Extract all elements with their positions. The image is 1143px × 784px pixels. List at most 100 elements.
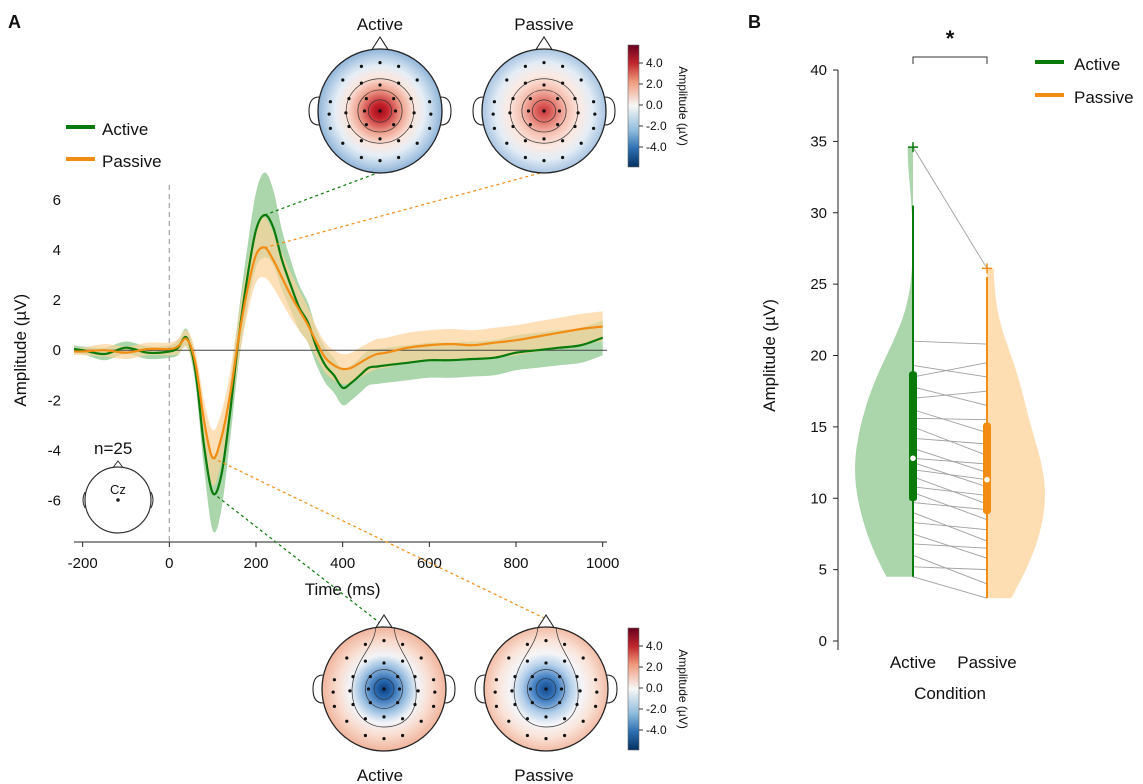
topomap-electrode (428, 100, 432, 104)
colorbar-label-top: Amplitude (µV) (676, 66, 690, 146)
topomap-electrode (491, 112, 495, 116)
topomap-electrode (595, 690, 599, 694)
topomap-contour (509, 78, 579, 144)
y-tick-label: 4 (53, 242, 61, 259)
topomap-ear-right (606, 674, 618, 704)
topomap-title-top-active: Active (357, 15, 403, 34)
colorbar-tick-label: 0.0 (646, 98, 663, 112)
topomap-electrode (332, 678, 336, 682)
topomap-electrode (523, 81, 528, 85)
topomap-electrode (594, 704, 598, 708)
topomap-electrode (492, 126, 496, 130)
violin-y-tick-label: 0 (819, 633, 827, 650)
outlier-marker-active (908, 142, 918, 153)
topomap-electrode (392, 97, 396, 101)
violin-active (855, 147, 913, 577)
topomap-contour (513, 626, 579, 728)
topomap-electrode (511, 124, 515, 129)
topomap-electrode (558, 675, 562, 679)
paired-line (912, 566, 988, 571)
colorbar-bottom: 4.0 2.0 0.0 -2.0 -4.0 Amplitude (µV) (627, 627, 690, 751)
colorbar-tick-label: 4.0 (646, 56, 663, 70)
paired-line (912, 390, 988, 399)
x-tick-label: 800 (503, 555, 528, 572)
topomap-electrode (558, 701, 562, 705)
topomap-electrode (493, 690, 497, 694)
legend-erp: Active Passive (66, 120, 162, 171)
topomap-electrode (542, 61, 546, 65)
topomap-electrode (332, 704, 336, 708)
colorbar-tick-label: 4.0 (646, 639, 663, 653)
topomap-electrode (505, 141, 509, 145)
y-tick-label: -2 (48, 392, 61, 409)
topomap-electrode (413, 702, 417, 707)
violin-y-tick-label: 40 (810, 62, 827, 79)
topomap-electrode (392, 123, 396, 127)
topomap-electrode (494, 678, 498, 682)
topomap-electrode (396, 675, 400, 679)
topomap-electrode (525, 659, 530, 663)
topomap-electrode (419, 656, 423, 660)
topomap-electrode (523, 64, 528, 68)
topomap-electrode (513, 675, 517, 679)
topomap-electrode (363, 717, 367, 721)
topomap-electrode (528, 123, 532, 127)
topomap-electrode (359, 139, 363, 143)
topomap-electrode (363, 642, 367, 646)
topomap-electrode (508, 111, 512, 115)
topomap-electrode (544, 715, 548, 719)
topomap-electrode (345, 719, 349, 723)
violin-y-tick-label: 25 (810, 276, 827, 293)
topomap-electrode (401, 642, 405, 646)
topomap-electrode (523, 155, 528, 160)
topomap-electrode (397, 687, 402, 691)
topomap-electrode (348, 689, 352, 693)
panel-label-a: A (8, 12, 21, 32)
topomap-electrode (525, 642, 530, 646)
x-axis-label: Time (ms) (305, 580, 381, 599)
violin-y-tick-label: 20 (810, 348, 827, 365)
paired-line (912, 386, 988, 406)
colorbar-tick-label: 0.0 (646, 681, 663, 695)
topomap-electrode (416, 689, 420, 693)
topomap-electrode (530, 701, 534, 705)
topomap-electrode (415, 141, 419, 145)
topomap-ear-left (312, 674, 324, 704)
violin-x-axis-label: Condition (914, 684, 986, 703)
topomap-ear-right (440, 96, 452, 126)
topomap-electrode (511, 97, 515, 101)
topomap-electrode (579, 141, 583, 145)
erp-axes: -200 0 200 400 600 800 1000 -6 -4 -2 0 2 4 6 (48, 192, 620, 572)
topomap-electrode (432, 704, 436, 708)
topomap-electrode (556, 97, 560, 101)
outlier-marker-passive (982, 263, 992, 274)
topomap-electrode (544, 687, 548, 691)
topomap-electrode (492, 100, 496, 104)
topomap-electrode (401, 659, 405, 663)
series-line-passive (73, 246, 603, 460)
erp-chart: -200 0 200 400 600 800 1000 -6 -4 -2 0 2 4 6 Time (ms… (11, 172, 619, 599)
topomap-electrode (542, 137, 546, 141)
topomap-electrode (563, 642, 567, 646)
x-tick-label: -200 (68, 555, 98, 572)
topomap-electrode (363, 659, 367, 663)
topomap-electrode (542, 83, 546, 87)
topomap-electrode (559, 687, 564, 691)
topomap-electrode (530, 675, 534, 679)
y-tick-label: 0 (53, 342, 61, 359)
topomap-electrode (359, 81, 363, 85)
topomap-ear-right (444, 674, 456, 704)
topomap-electrode (347, 124, 351, 129)
topomap-electrode (575, 702, 579, 707)
topomap-electrode (378, 83, 382, 87)
violin-y-tick-label: 35 (810, 133, 827, 150)
topomap-electrode (523, 139, 528, 143)
topomap-contour (367, 99, 393, 123)
topomap-electrode (561, 155, 565, 160)
topomap-electrode (507, 719, 511, 723)
median-dot-passive (984, 476, 990, 483)
topomap-electrode (341, 141, 345, 145)
topomap-electrode (409, 97, 413, 101)
